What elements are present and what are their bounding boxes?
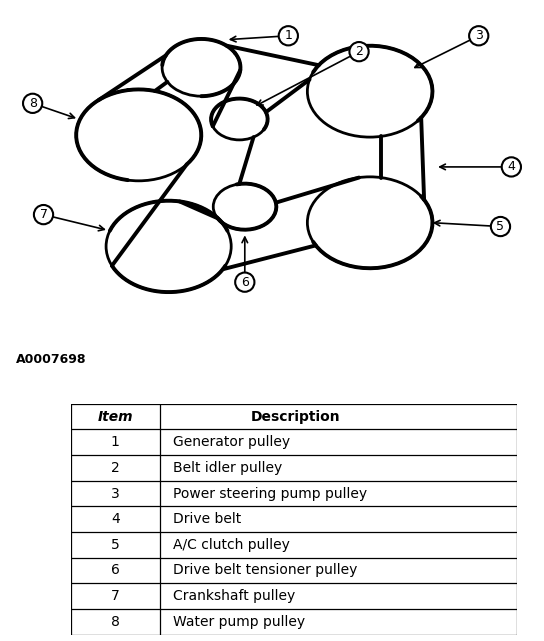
- Text: 1: 1: [111, 435, 120, 449]
- Text: 7: 7: [111, 589, 120, 603]
- Text: 2: 2: [355, 45, 363, 58]
- Text: Generator pulley: Generator pulley: [174, 435, 290, 449]
- Text: 6: 6: [111, 563, 120, 578]
- Text: 5: 5: [111, 538, 120, 552]
- Text: Drive belt tensioner pulley: Drive belt tensioner pulley: [174, 563, 358, 578]
- Text: 1: 1: [285, 29, 292, 42]
- Text: 6: 6: [241, 276, 249, 288]
- Text: 2: 2: [111, 461, 120, 475]
- Text: 4: 4: [508, 160, 515, 174]
- Text: Description: Description: [251, 410, 341, 424]
- Text: A/C clutch pulley: A/C clutch pulley: [174, 538, 290, 552]
- Text: 3: 3: [111, 487, 120, 501]
- Text: 8: 8: [29, 97, 36, 110]
- Text: A0007698: A0007698: [16, 353, 87, 365]
- Text: Power steering pump pulley: Power steering pump pulley: [174, 487, 367, 501]
- Text: Crankshaft pulley: Crankshaft pulley: [174, 589, 295, 603]
- Text: 3: 3: [475, 29, 483, 42]
- Text: Drive belt: Drive belt: [174, 512, 242, 526]
- Text: Water pump pulley: Water pump pulley: [174, 615, 305, 629]
- Text: 7: 7: [40, 208, 47, 221]
- Text: 4: 4: [111, 512, 120, 526]
- Text: 5: 5: [497, 220, 504, 233]
- Text: Belt idler pulley: Belt idler pulley: [174, 461, 282, 475]
- Text: Item: Item: [97, 410, 133, 424]
- Text: 8: 8: [111, 615, 120, 629]
